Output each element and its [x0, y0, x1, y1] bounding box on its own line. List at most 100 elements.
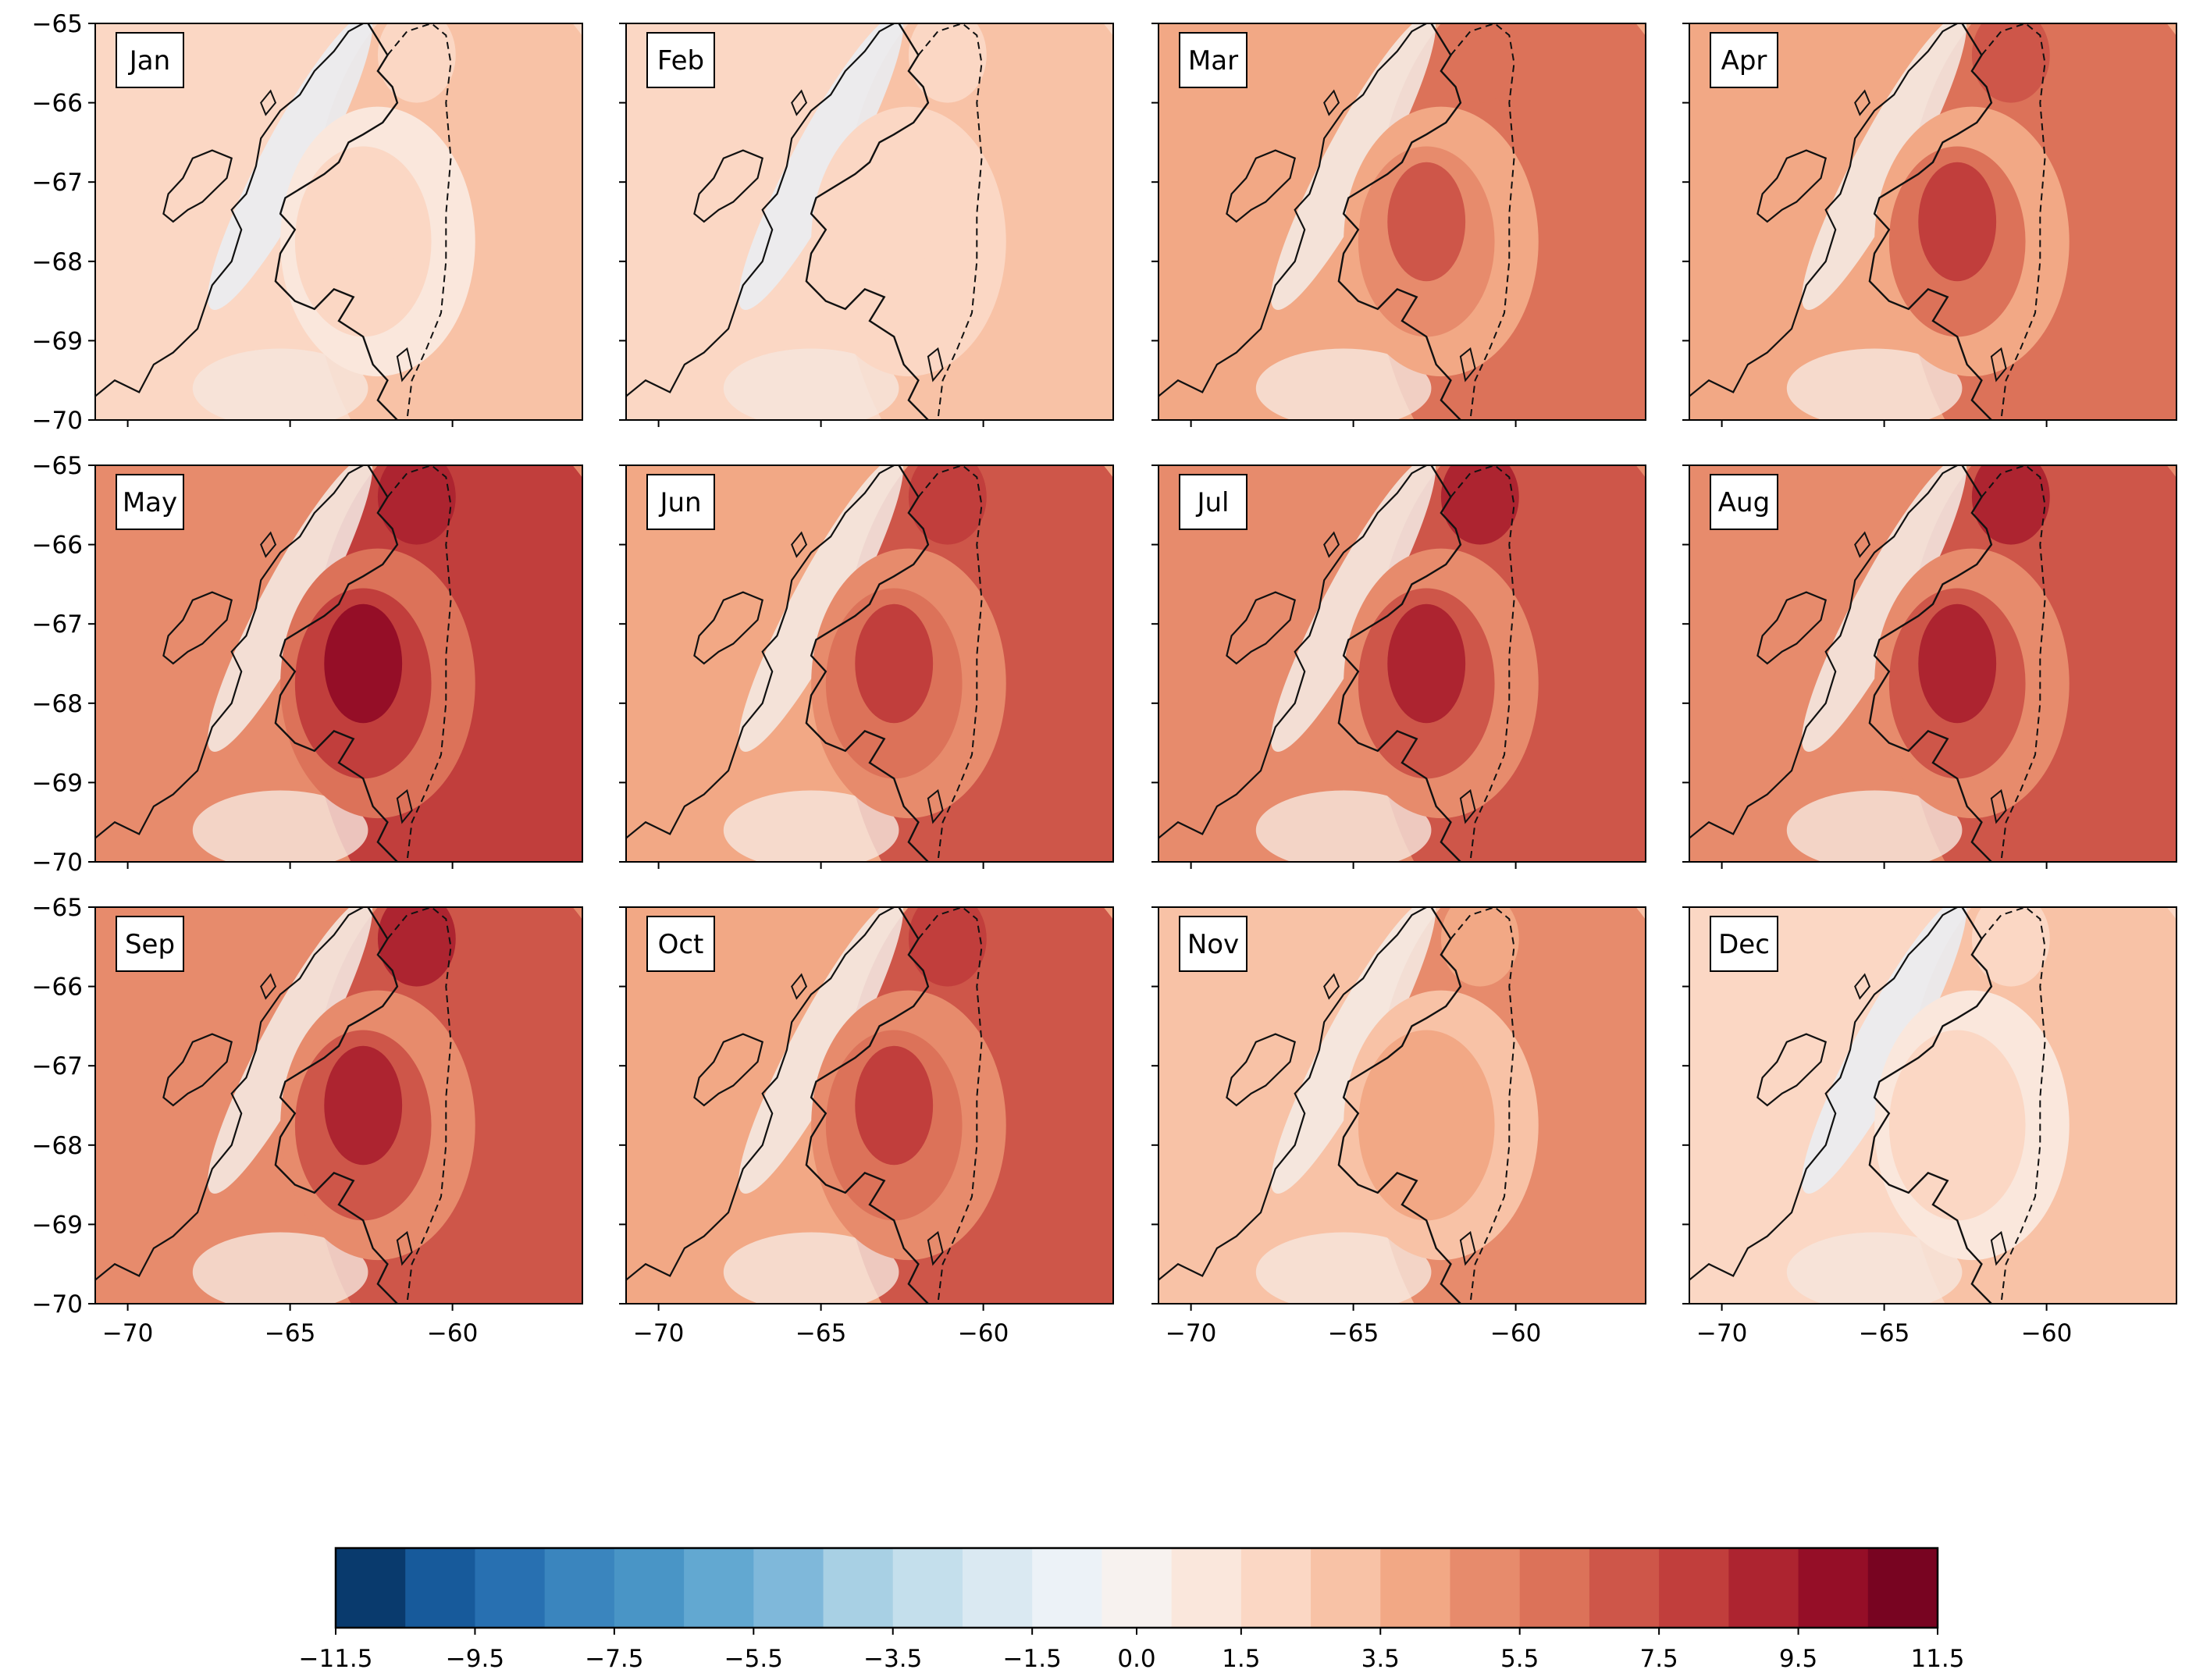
month-label-box	[116, 474, 184, 530]
panel-nov: Nov −70 −65 −60	[1151, 906, 1646, 1347]
anomaly-field	[95, 23, 582, 420]
islet-outline	[1990, 347, 2007, 383]
warm-core	[1387, 603, 1466, 724]
colorbar-bin	[336, 1548, 406, 1628]
warm-core	[855, 1045, 934, 1166]
y-tick-label: −68	[32, 1132, 83, 1160]
anomaly-field	[95, 907, 582, 1304]
y-tick-label: −65	[32, 452, 83, 480]
islet-outline	[791, 89, 808, 116]
anomaly-field	[1159, 907, 1646, 1304]
coastline-west	[1689, 465, 1958, 839]
month-label: Dec	[1710, 916, 1778, 972]
warm-core	[855, 603, 934, 724]
panel-aug: Aug	[1682, 464, 2177, 869]
warm-core	[324, 1045, 403, 1166]
island-outline	[162, 1033, 233, 1107]
month-label-text: Mar	[1188, 45, 1238, 77]
x-tick-label: −65	[795, 1319, 846, 1347]
colorbar-bin	[544, 1548, 615, 1628]
colorbar-bin	[1659, 1548, 1729, 1628]
coastline-east	[805, 465, 930, 862]
colorbar-bin	[1032, 1548, 1102, 1628]
panel-frame	[1158, 464, 1646, 863]
coastline-west	[626, 907, 895, 1281]
ice-shelf-edge	[1450, 465, 1515, 862]
colorbar-tick-label: 5.5	[1500, 1645, 1539, 1673]
month-label-text: Apr	[1721, 45, 1767, 77]
colorbar-bin	[1380, 1548, 1451, 1628]
y-tick-label: −65	[32, 10, 83, 38]
islet-outline	[1459, 347, 1476, 383]
x-tick-label: −60	[2021, 1319, 2072, 1347]
panel-feb: Feb	[619, 23, 1114, 427]
island-outline	[693, 1033, 763, 1107]
panel-frame	[1158, 23, 1646, 421]
ice-shelf-edge	[917, 465, 983, 862]
y-tick-label: −66	[32, 90, 83, 118]
south-patch	[1255, 348, 1432, 420]
coastline-east	[1337, 907, 1462, 1304]
island-outline	[1756, 149, 1827, 223]
colorbar-bin	[475, 1548, 546, 1628]
coastline-east	[805, 907, 930, 1304]
x-tick-label: −60	[427, 1319, 478, 1347]
anomaly-field	[626, 23, 1113, 420]
ridge-streak	[1802, 23, 1967, 311]
island-outline	[693, 591, 763, 665]
panel-frame	[94, 464, 583, 863]
x-tick-label: −70	[1696, 1319, 1747, 1347]
islet-outline	[927, 347, 944, 383]
month-label: Feb	[646, 32, 715, 88]
ridge-streak	[208, 907, 373, 1194]
month-label: Sep	[116, 916, 184, 972]
month-label-box	[116, 916, 184, 972]
panel-frame	[625, 464, 1114, 863]
warm-core	[1440, 907, 1519, 987]
colorbar-tick-label: −9.5	[446, 1645, 504, 1673]
colorbar-bin	[1311, 1548, 1381, 1628]
panel-frame	[625, 906, 1114, 1304]
anomaly-field	[1689, 465, 2176, 862]
y-tick-label: −68	[32, 248, 83, 276]
anomaly-field	[626, 907, 1113, 1304]
warm-core	[908, 23, 987, 103]
month-label: Aug	[1710, 474, 1778, 530]
colorbar-tick-label: −3.5	[863, 1645, 922, 1673]
ridge-streak	[739, 23, 904, 311]
month-label-box	[646, 32, 715, 88]
ridge-streak	[739, 465, 904, 753]
x-tick-label: −70	[1166, 1319, 1216, 1347]
colorbar-tick-label: 7.5	[1639, 1645, 1678, 1673]
islet-outline	[1323, 89, 1340, 116]
x-tick-label: −65	[1859, 1319, 1909, 1347]
islet-outline	[791, 973, 808, 1000]
y-tick-label: −69	[32, 769, 83, 797]
islet-outline	[260, 531, 277, 558]
colorbar-tick-label: −7.5	[585, 1645, 643, 1673]
colorbar-bin	[1450, 1548, 1521, 1628]
panel-apr: Apr	[1682, 23, 2177, 427]
x-tick-label: −60	[958, 1319, 1009, 1347]
colorbar-tick-label: 11.5	[1910, 1645, 1964, 1673]
panel-frame	[625, 23, 1114, 421]
island-outline	[1226, 149, 1296, 223]
colorbar: −11.5 −9.5 −7.5 −5.5 −3.5 −1.5 0.0 1.5 3.5 5.5 7.5…	[299, 1547, 1965, 1673]
warm-core	[1971, 23, 2050, 103]
islet-outline	[1990, 1230, 2007, 1266]
month-label: Mar	[1179, 32, 1247, 88]
y-tick-label: −70	[32, 1290, 83, 1319]
y-tick-label: −69	[32, 327, 83, 355]
coastline-east	[1868, 23, 1993, 420]
panel-mar: Mar	[1151, 23, 1646, 427]
ice-shelf-edge	[386, 23, 452, 420]
anomaly-field	[1159, 465, 1646, 862]
warm-core	[1440, 23, 1519, 103]
y-tick-label: −68	[32, 690, 83, 718]
y-tick-label: −65	[32, 894, 83, 922]
coastline-west	[1159, 23, 1427, 397]
month-label: Oct	[646, 916, 715, 972]
panel-may: May −65 −66 −67 −68 −69 −70	[32, 452, 583, 877]
colorbar-bin	[405, 1548, 476, 1628]
colorbar-bin	[614, 1548, 685, 1628]
